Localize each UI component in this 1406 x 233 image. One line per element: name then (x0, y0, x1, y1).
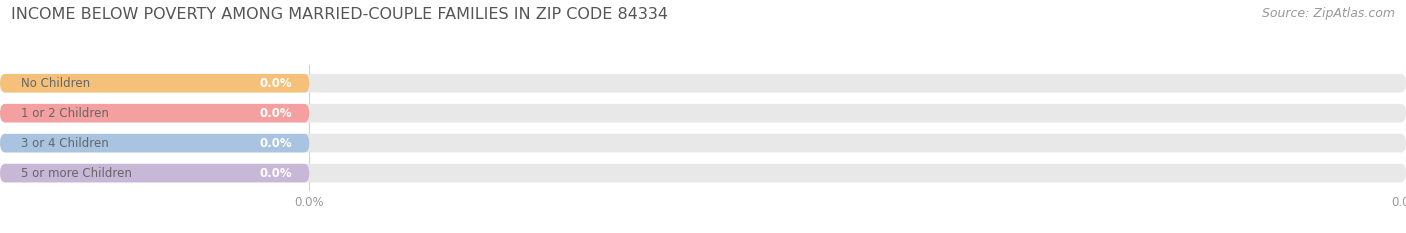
Text: 0.0%: 0.0% (260, 107, 292, 120)
Text: 5 or more Children: 5 or more Children (21, 167, 132, 180)
Text: 0.0%: 0.0% (260, 77, 292, 90)
FancyBboxPatch shape (0, 104, 1406, 123)
FancyBboxPatch shape (0, 104, 309, 123)
FancyBboxPatch shape (0, 74, 309, 93)
Text: 1 or 2 Children: 1 or 2 Children (21, 107, 110, 120)
FancyBboxPatch shape (0, 74, 1406, 93)
Text: 3 or 4 Children: 3 or 4 Children (21, 137, 108, 150)
FancyBboxPatch shape (0, 134, 309, 152)
Text: INCOME BELOW POVERTY AMONG MARRIED-COUPLE FAMILIES IN ZIP CODE 84334: INCOME BELOW POVERTY AMONG MARRIED-COUPL… (11, 7, 668, 22)
FancyBboxPatch shape (0, 164, 309, 182)
Text: Source: ZipAtlas.com: Source: ZipAtlas.com (1261, 7, 1395, 20)
Text: No Children: No Children (21, 77, 90, 90)
Text: 0.0%: 0.0% (260, 167, 292, 180)
FancyBboxPatch shape (0, 164, 1406, 182)
Text: 0.0%: 0.0% (260, 137, 292, 150)
FancyBboxPatch shape (0, 134, 1406, 152)
